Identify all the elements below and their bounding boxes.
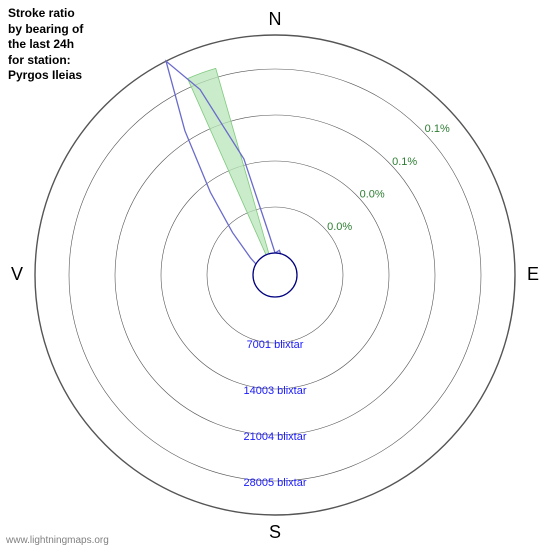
cardinal-label: E: [527, 264, 539, 284]
blixtar-label: 14003 blixtar: [244, 385, 307, 397]
wedge-group: [188, 68, 275, 275]
polar-chart-svg: N E S V 0.0% 0.0% 0.1% 0.1% 7001 blixtar 14003 …: [0, 0, 550, 550]
cardinal-label: V: [11, 264, 23, 284]
percent-label: 0.0%: [327, 221, 352, 233]
inner-circle-group: [253, 253, 297, 297]
blixtar-label: 7001 blixtar: [247, 339, 304, 351]
blixtar-label: 21004 blixtar: [244, 431, 307, 443]
polar-chart-container: { "title_lines": ["Stroke ratio", "by be…: [0, 0, 550, 550]
percent-label: 0.1%: [425, 123, 450, 135]
percent-label: 0.1%: [392, 156, 417, 168]
percent-label: 0.0%: [360, 188, 385, 200]
center-circle: [253, 253, 297, 297]
footer-attribution: www.lightningmaps.org: [6, 535, 109, 546]
blixtar-label: 28005 blixtar: [244, 477, 307, 489]
percent-labels-group: 0.0% 0.0% 0.1% 0.1%: [327, 123, 450, 233]
cardinal-label: S: [269, 522, 281, 542]
ratio-wedge: [188, 68, 275, 275]
blixtar-labels-group: 7001 blixtar 14003 blixtar 21004 blixtar 28…: [244, 339, 307, 489]
cardinal-label: N: [269, 9, 282, 29]
